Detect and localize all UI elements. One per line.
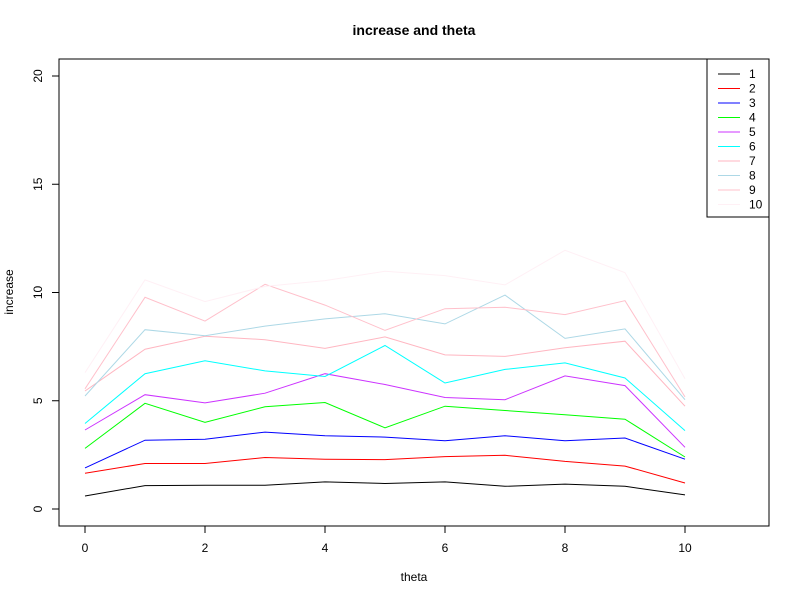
legend-label: 2 [749,82,756,96]
y-tick-label: 20 [31,69,45,83]
series-line-10 [84,249,686,379]
y-axis-label: increase [2,269,16,315]
plot-frame [58,58,770,527]
y-tick-label: 10 [31,286,45,300]
series-line-3 [84,431,686,469]
legend-label: 7 [749,154,756,168]
x-tick-label: 0 [82,541,89,555]
legend-label: 3 [749,96,756,110]
legend-label: 4 [749,111,756,125]
x-tick-label: 10 [678,541,692,555]
chart-title: increase and theta [353,22,476,38]
x-axis-label: theta [401,570,428,584]
x-tick-label: 8 [562,541,569,555]
legend-box [706,58,770,218]
series-lines [84,249,686,497]
legend-label: 8 [749,169,756,183]
series-line-2 [84,454,686,484]
legend-label: 5 [749,125,756,139]
series-line-9 [84,283,686,398]
y-tick-label: 5 [31,397,45,404]
series-line-5 [84,373,686,448]
x-tick-label: 6 [442,541,449,555]
legend-label: 9 [749,183,756,197]
x-axis: 0 2 4 6 8 10 [82,525,692,555]
x-tick-label: 4 [322,541,329,555]
legend-label: 1 [749,67,756,81]
y-axis: 0 5 10 15 20 [31,69,60,512]
legend-label: 10 [749,198,763,212]
series-line-7 [84,335,686,407]
series-line-1 [84,481,686,497]
series-line-4 [84,401,686,458]
x-tick-label: 2 [202,541,209,555]
legend-label: 6 [749,140,756,154]
series-line-6 [84,344,686,431]
y-tick-label: 15 [31,177,45,191]
y-tick-label: 0 [31,505,45,512]
series-line-8 [84,294,686,401]
